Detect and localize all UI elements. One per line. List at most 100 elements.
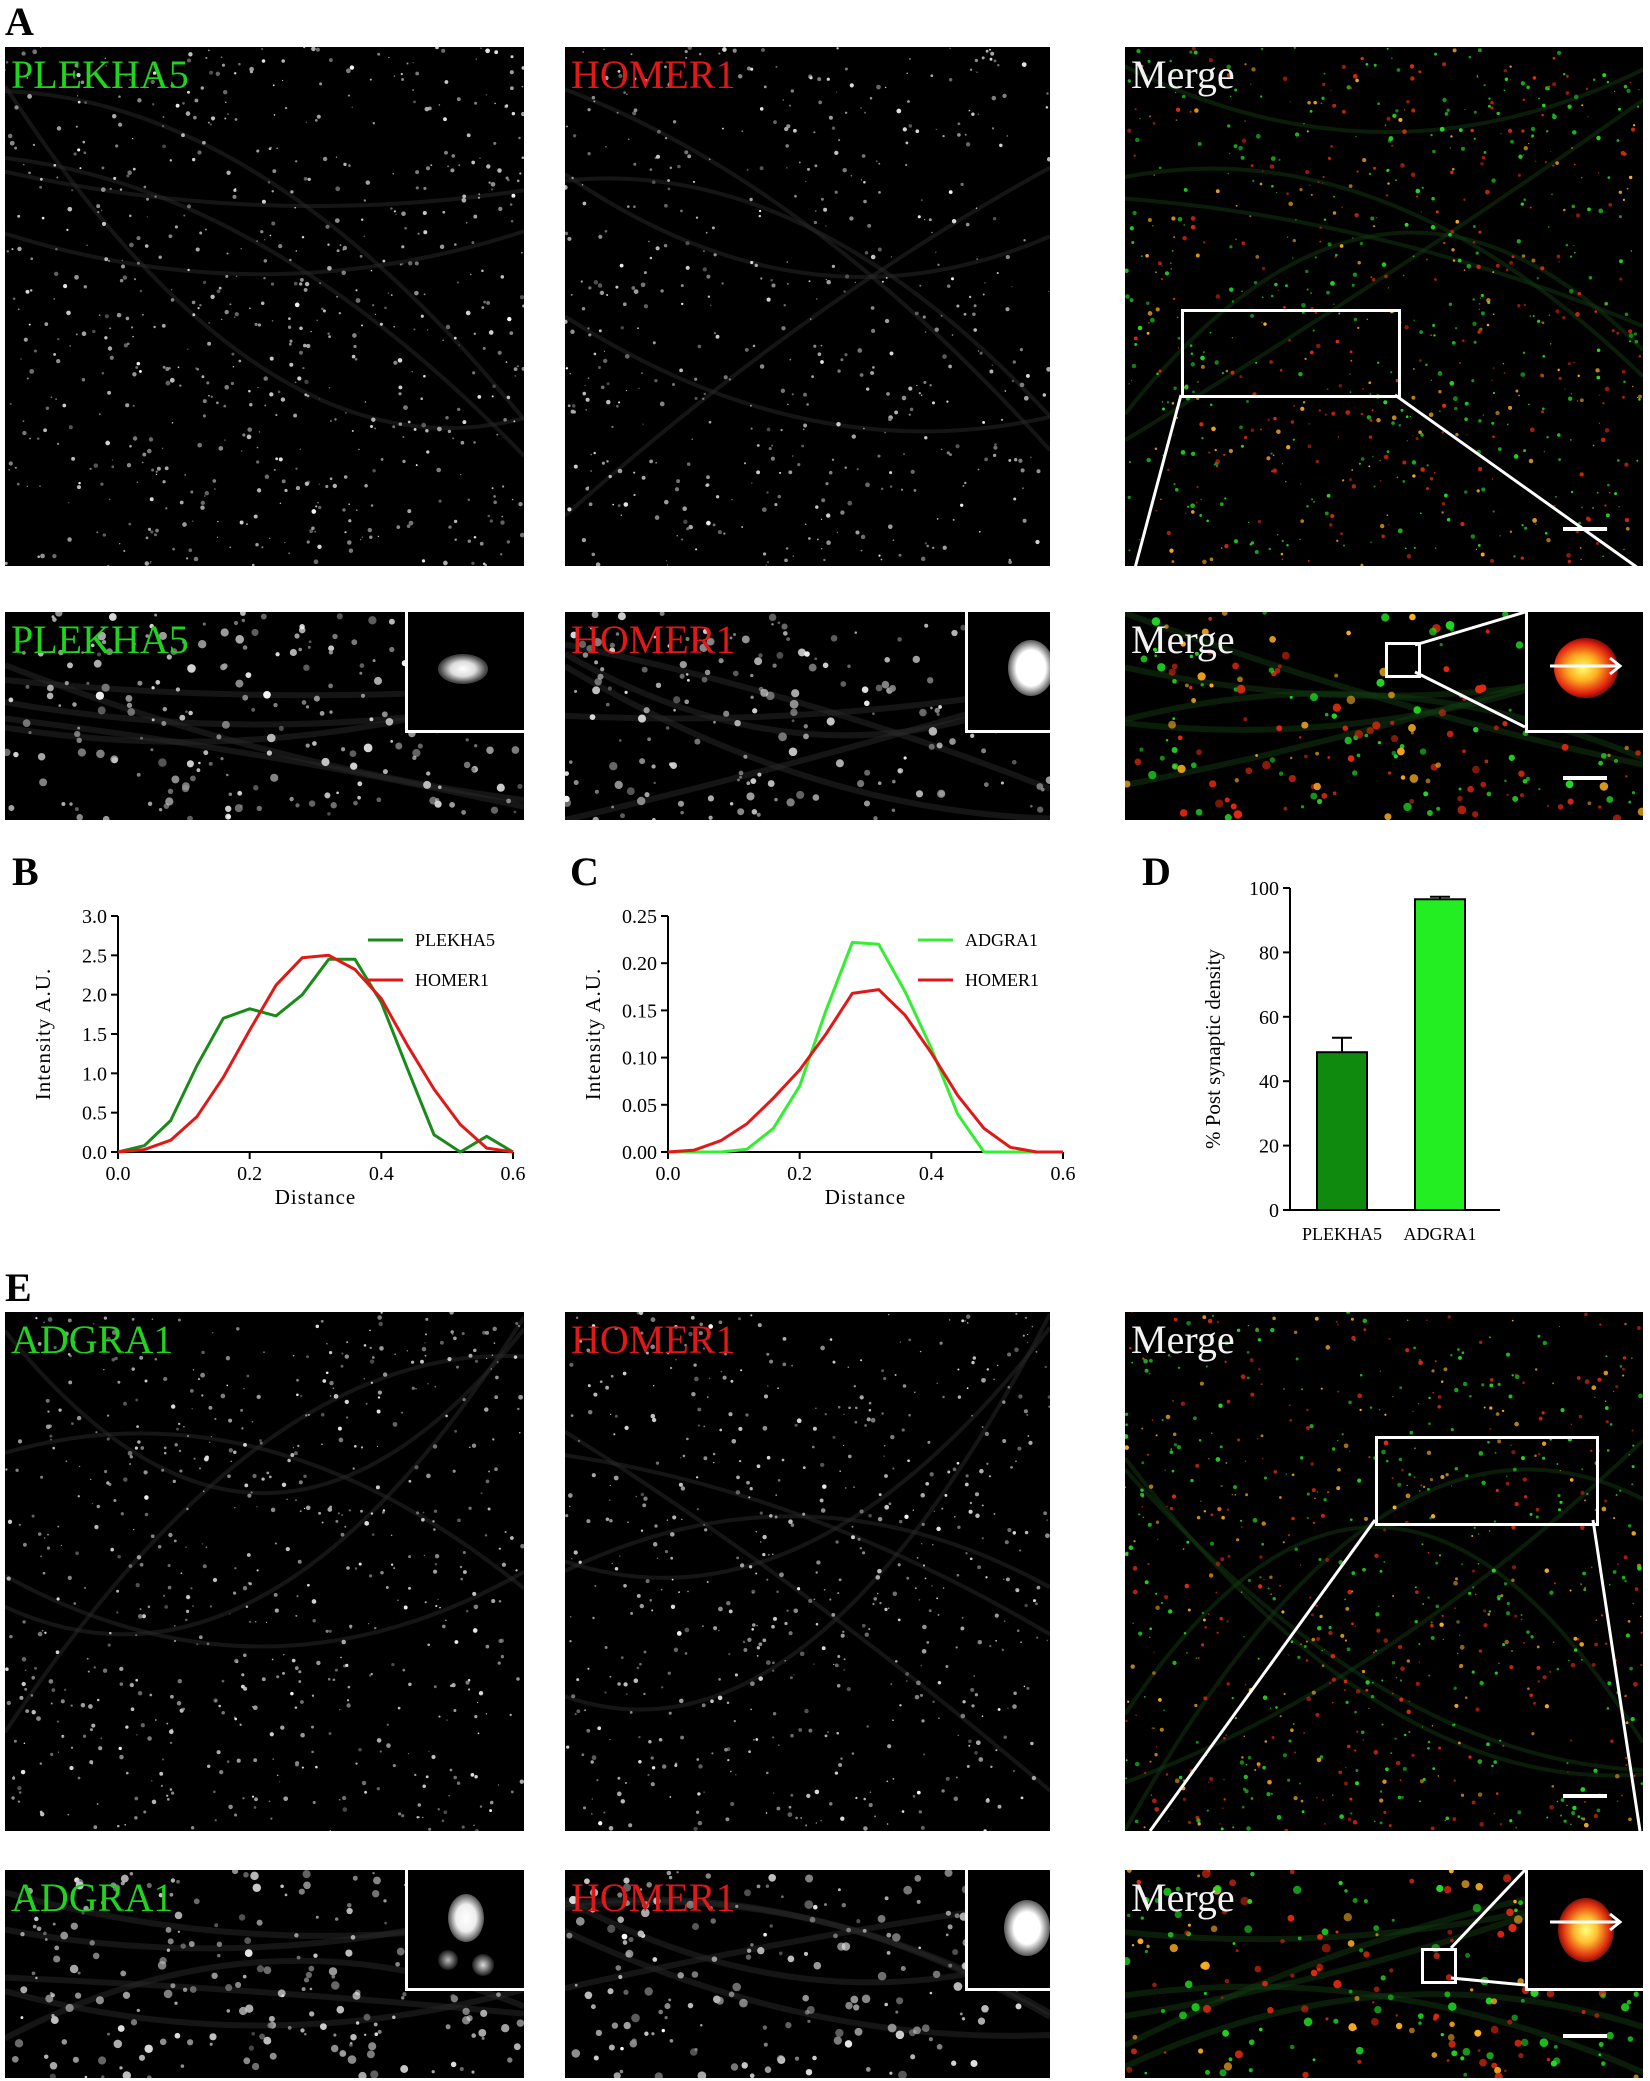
puncta-texture [1125, 1312, 1643, 1831]
category-label: PLEKHA5 [1302, 1224, 1382, 1244]
synapse-punctum [438, 654, 488, 684]
channel-label-adgra1: ADGRA1 [11, 1317, 174, 1362]
micrograph-homer1-zoom: HOMER1 [565, 1870, 1050, 2078]
series-line-plekha5 [117, 957, 514, 1154]
scale-bar [1563, 1794, 1607, 1798]
channel-label-adgra1: ADGRA1 [11, 1875, 174, 1920]
panel-letter-a: A [5, 0, 34, 44]
synapse-punctum [1004, 1900, 1050, 1956]
y-tick-label: 0.0 [82, 1142, 107, 1164]
puncta-texture [565, 612, 1050, 820]
channel-label-plekha5: PLEKHA5 [11, 617, 189, 662]
channel-label-merge: Merge [1131, 617, 1235, 662]
x-tick-label: 0.0 [656, 1163, 681, 1185]
synapse-punctum [1008, 640, 1050, 696]
synapse-punctum [1558, 1898, 1614, 1962]
y-tick-label: 0.05 [622, 1095, 657, 1117]
line-profile-arrow-icon [1550, 1912, 1623, 1932]
x-tick-label: 0.2 [237, 1163, 262, 1185]
synapse-inset [965, 1870, 1050, 1991]
x-tick-label: 0.4 [369, 1163, 394, 1185]
micrograph-merge-zoom: Merge [1125, 612, 1643, 820]
channel-label-plekha5: PLEKHA5 [11, 52, 189, 97]
zoom-region-box [1385, 642, 1421, 678]
y-tick-label: 20 [1259, 1136, 1279, 1158]
puncta-texture [5, 47, 524, 566]
y-tick-label: 0.00 [622, 1142, 657, 1164]
y-tick-label: 80 [1259, 942, 1279, 964]
chart-b-intensity-profile: 0.0 0.5 1.0 1.5 2.0 2.5 3.0 0.0 0.2 0.4 0.6 Distanc… [31, 906, 526, 1209]
y-tick-label: 2.5 [82, 945, 107, 967]
x-tick-label: 0.2 [787, 1163, 812, 1185]
synapse-punctum [448, 1894, 484, 1942]
scale-bar [1563, 527, 1607, 531]
x-tick-label: 0.0 [106, 1163, 131, 1185]
channel-label-homer1: HOMER1 [571, 1317, 736, 1362]
micrograph-plekha5-zoom: PLEKHA5 [5, 612, 524, 820]
micrograph-merge-overview: Merge [1125, 1312, 1643, 1831]
scale-bar [1563, 2034, 1607, 2038]
synapse-punctum [472, 1954, 494, 1976]
series-line-adgra1 [668, 940, 1063, 1154]
y-tick-label: 40 [1259, 1071, 1279, 1093]
scale-bar [1563, 776, 1607, 780]
x-tick-label: 0.6 [501, 1163, 526, 1185]
synapse-inset [1525, 1870, 1643, 1991]
legend-label: ADGRA1 [965, 930, 1038, 950]
puncta-texture [5, 1312, 524, 1831]
x-tick-label: 0.6 [1051, 1163, 1076, 1185]
micrograph-plekha5-overview: PLEKHA5 [5, 47, 524, 566]
y-tick-label: 60 [1259, 1007, 1279, 1029]
y-tick-label: 1.5 [82, 1024, 107, 1046]
line-profile-arrow-icon [1550, 656, 1623, 676]
synapse-inset [405, 612, 524, 733]
chart-c-intensity-profile: 0.00 0.05 0.10 0.15 0.20 0.25 0.0 0.2 0.4 0.6 Dist… [581, 906, 1076, 1209]
bar-adgra1 [1414, 898, 1466, 1212]
micrograph-homer1-zoom: HOMER1 [565, 612, 1050, 820]
micrograph-merge-overview: Merge [1125, 47, 1643, 566]
puncta-texture [565, 1312, 1050, 1831]
series-line-homer1 [117, 953, 514, 1154]
panel-letter-d: D [1142, 849, 1171, 894]
y-tick-label: 0.10 [622, 1048, 657, 1070]
y-axis-label: Intensity A.U. [31, 968, 55, 1100]
y-tick-label: 0.5 [82, 1103, 107, 1125]
x-tick-label: 0.4 [919, 1163, 944, 1185]
category-label: ADGRA1 [1403, 1224, 1476, 1244]
channel-label-homer1: HOMER1 [571, 617, 736, 662]
puncta-texture [1125, 47, 1643, 566]
micrograph-merge-zoom: Merge [1125, 1870, 1643, 2078]
legend-label: HOMER1 [965, 970, 1039, 990]
channel-label-homer1: HOMER1 [571, 1875, 736, 1920]
panel-letter-c: C [570, 849, 599, 894]
bar-plekha5 [1316, 1051, 1368, 1211]
y-tick-label: 0.15 [622, 1000, 657, 1022]
y-axis-label: Intensity A.U. [581, 968, 605, 1100]
puncta-texture [565, 47, 1050, 566]
zoom-region-box [1375, 1436, 1599, 1526]
y-tick-label: 3.0 [82, 906, 107, 928]
channel-label-merge: Merge [1131, 1875, 1235, 1920]
legend-label: HOMER1 [415, 970, 489, 990]
legend-label: PLEKHA5 [415, 930, 495, 950]
panel-letter-b: B [12, 849, 39, 894]
channel-label-homer1: HOMER1 [571, 52, 736, 97]
micrograph-homer1-overview: HOMER1 [565, 1312, 1050, 1831]
synapse-inset [405, 1870, 524, 1991]
x-axis-label: Distance [825, 1185, 906, 1209]
y-axis-label: % Post synaptic density [1201, 948, 1225, 1149]
y-tick-label: 0.20 [622, 953, 657, 975]
synapse-inset [1525, 612, 1643, 733]
y-tick-label: 0.25 [622, 906, 657, 928]
micrograph-homer1-overview: HOMER1 [565, 47, 1050, 566]
y-tick-label: 2.0 [82, 985, 107, 1007]
chart-d-postsynaptic-density: 0 20 40 60 80 100 % Post synaptic density PLEKH… [1201, 878, 1500, 1244]
y-tick-label: 100 [1249, 878, 1279, 900]
panel-letter-e: E [5, 1265, 32, 1310]
micrograph-adgra1-overview: ADGRA1 [5, 1312, 524, 1831]
synapse-punctum [438, 1950, 458, 1970]
series-line-homer1 [667, 988, 1063, 1154]
zoom-region-box [1421, 1948, 1457, 1984]
y-tick-label: 1.0 [82, 1063, 107, 1085]
synapse-inset [965, 612, 1050, 733]
